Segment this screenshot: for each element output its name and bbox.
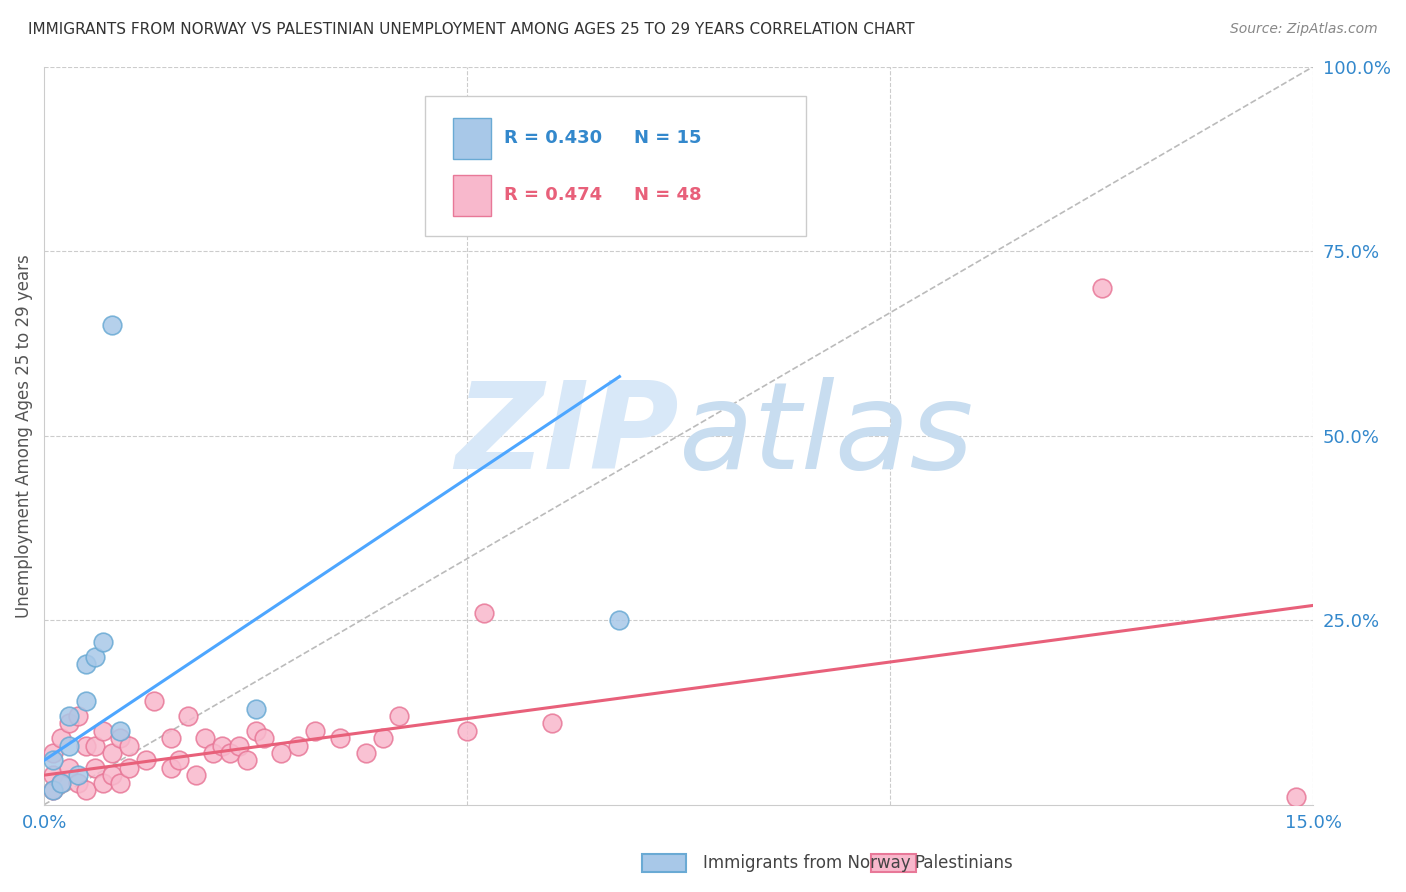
Point <box>143 694 166 708</box>
FancyBboxPatch shape <box>453 119 491 159</box>
Point <box>118 761 141 775</box>
Point <box>583 112 606 126</box>
Point <box>169 753 191 767</box>
Point <box>388 709 411 723</box>
Point <box>304 723 326 738</box>
Point <box>83 739 105 753</box>
Point <box>287 739 309 753</box>
Point <box>236 753 259 767</box>
Point <box>101 768 124 782</box>
Point <box>101 318 124 332</box>
Point <box>58 761 80 775</box>
Point <box>1091 281 1114 295</box>
Point <box>456 723 478 738</box>
Point <box>83 761 105 775</box>
Text: R = 0.474: R = 0.474 <box>503 186 602 204</box>
Point <box>41 753 63 767</box>
Point <box>472 606 495 620</box>
Point <box>110 731 132 746</box>
Point <box>101 746 124 760</box>
Point <box>202 746 225 760</box>
Text: N = 15: N = 15 <box>634 129 702 147</box>
Text: IMMIGRANTS FROM NORWAY VS PALESTINIAN UNEMPLOYMENT AMONG AGES 25 TO 29 YEARS COR: IMMIGRANTS FROM NORWAY VS PALESTINIAN UN… <box>28 22 915 37</box>
Point <box>211 739 233 753</box>
Point <box>354 746 377 760</box>
Point <box>118 739 141 753</box>
Point <box>329 731 352 746</box>
Point <box>66 709 89 723</box>
Point <box>186 768 208 782</box>
Point <box>194 731 217 746</box>
Point <box>91 635 114 649</box>
Point <box>41 768 63 782</box>
Point <box>66 768 89 782</box>
Point <box>49 775 72 789</box>
Point <box>177 709 200 723</box>
Point <box>75 657 97 672</box>
Point <box>66 775 89 789</box>
Text: ZIP: ZIP <box>456 377 679 494</box>
FancyBboxPatch shape <box>425 96 806 236</box>
Point <box>135 753 157 767</box>
Point <box>371 731 394 746</box>
Point <box>253 731 276 746</box>
Point <box>58 716 80 731</box>
Point <box>58 739 80 753</box>
Point <box>83 650 105 665</box>
Point <box>245 702 267 716</box>
Text: atlas: atlas <box>679 377 974 494</box>
Point <box>91 775 114 789</box>
Point <box>219 746 242 760</box>
Point <box>110 775 132 789</box>
Text: Immigrants from Norway: Immigrants from Norway <box>703 855 911 872</box>
Y-axis label: Unemployment Among Ages 25 to 29 years: Unemployment Among Ages 25 to 29 years <box>15 253 32 617</box>
Text: Source: ZipAtlas.com: Source: ZipAtlas.com <box>1230 22 1378 37</box>
Point <box>245 723 267 738</box>
Point <box>41 783 63 797</box>
Text: Palestinians: Palestinians <box>914 855 1012 872</box>
Point <box>41 783 63 797</box>
Point <box>228 739 250 753</box>
Point <box>75 783 97 797</box>
Point <box>540 716 562 731</box>
Point <box>160 731 183 746</box>
Point <box>49 775 72 789</box>
FancyBboxPatch shape <box>453 175 491 216</box>
FancyBboxPatch shape <box>643 855 686 872</box>
Point <box>49 731 72 746</box>
Point <box>91 723 114 738</box>
Text: R = 0.430: R = 0.430 <box>503 129 602 147</box>
Point <box>160 761 183 775</box>
Point <box>110 723 132 738</box>
Text: N = 48: N = 48 <box>634 186 702 204</box>
Point <box>1285 790 1308 805</box>
FancyBboxPatch shape <box>872 855 915 872</box>
Point <box>75 739 97 753</box>
Point <box>41 746 63 760</box>
Point <box>609 613 631 627</box>
Point <box>75 694 97 708</box>
Point <box>58 709 80 723</box>
Point <box>270 746 292 760</box>
